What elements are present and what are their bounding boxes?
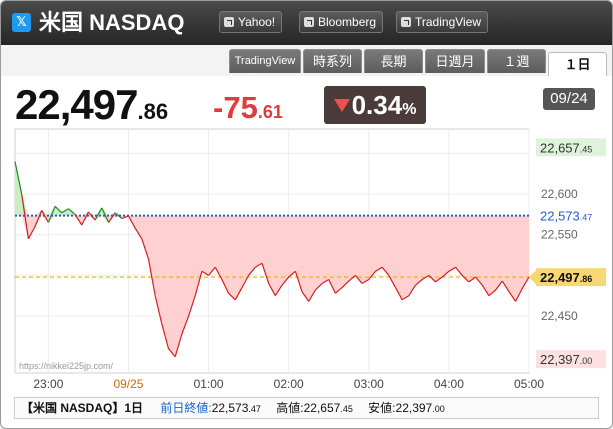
y-tick-label: 22,550	[541, 228, 578, 242]
percent-sign: %	[402, 101, 417, 118]
series-line-above	[14, 161, 123, 223]
date-badge: 09/24	[543, 88, 595, 110]
high-label: 高値:	[276, 401, 304, 415]
change-decimal: .61	[257, 102, 283, 122]
change-integer: -75	[213, 90, 258, 125]
title-bar: 𝕏 米国 NASDAQ Yahoo! Bloomberg TradingView	[1, 1, 612, 45]
high-decimal: .45	[340, 404, 353, 414]
external-link-icon	[304, 17, 314, 27]
price-change: -75.61	[213, 89, 283, 131]
prev-close-value: 22,573	[211, 401, 249, 415]
tradingview-link[interactable]: TradingView	[396, 11, 489, 33]
percent-value: 0.34	[351, 90, 403, 120]
low-label: 安値:	[368, 401, 396, 415]
watermark: https://nikkei225jp.com/	[19, 361, 114, 371]
price-decimal: .86	[137, 99, 169, 124]
prev-close-label: 前日終値:	[160, 401, 212, 415]
summary-symbol: 【米国 NASDAQ】1日	[21, 401, 144, 415]
bloomberg-link-label: Bloomberg	[318, 15, 377, 29]
prev-close-label-bg	[536, 206, 606, 225]
page-title: 米国 NASDAQ	[39, 10, 185, 35]
percent-change-badge: 0.34%	[324, 86, 426, 124]
x-tick-label: 03:00	[354, 377, 384, 391]
price-integer: 22,497	[15, 81, 138, 128]
y-axis-labels: 22,600 22,550 22,450	[541, 187, 578, 323]
reference-labels: 22,657.45 22,573.47 22,497.86 22,397.00	[529, 138, 606, 369]
high-value: 22,657	[303, 401, 341, 415]
prev-close-decimal: .47	[248, 404, 261, 414]
tab-one-week[interactable]: １週	[487, 49, 546, 73]
current-label: 22,497.86	[540, 270, 592, 285]
current-price-pointer	[529, 270, 536, 285]
low-label: 22,397.00	[540, 352, 592, 367]
tab-timeseries[interactable]: 時系列	[303, 49, 362, 73]
series-line-below	[21, 194, 530, 358]
external-link-icon	[401, 17, 411, 27]
high-label-bg	[536, 138, 606, 157]
tradingview-link-label: TradingView	[415, 15, 482, 29]
x-tick-label: 02:00	[274, 377, 304, 391]
summary-bar: 【米国 NASDAQ】1日 前日終値:22,573.47 高値:22,657.4…	[14, 397, 599, 419]
current-label-bg	[536, 268, 606, 287]
low-decimal: .00	[432, 404, 445, 414]
x-tick-label: 09/25	[113, 377, 143, 391]
x-tick-label: 01:00	[194, 377, 224, 391]
bloomberg-link[interactable]: Bloomberg	[299, 11, 384, 33]
external-link-icon	[224, 17, 234, 27]
tab-day-week-month[interactable]: 日週月	[425, 49, 485, 73]
area-below-prev-close	[15, 215, 529, 357]
low-label-bg	[536, 350, 606, 369]
yahoo-link[interactable]: Yahoo!	[219, 11, 283, 33]
low-value: 22,397	[395, 401, 433, 415]
prev-close-label: 22,573.47	[540, 209, 592, 224]
y-tick-label: 22,450	[541, 309, 578, 323]
tab-one-day[interactable]: １日	[548, 52, 607, 76]
x-axis-labels: 23:00 09/25 01:00 02:00 03:00 04:00 05:00	[33, 377, 544, 391]
x-tick-label: 23:00	[33, 377, 63, 391]
tab-long-term[interactable]: 長期	[364, 49, 423, 73]
y-tick-label: 22,600	[541, 187, 578, 201]
x-tick-label: 05:00	[514, 377, 544, 391]
x-logo-icon[interactable]: 𝕏	[12, 13, 31, 32]
yahoo-link-label: Yahoo!	[238, 15, 276, 29]
current-price: 22,497.86	[15, 81, 168, 136]
x-tick-label: 04:00	[434, 377, 464, 391]
high-label: 22,657.45	[540, 140, 592, 155]
down-triangle-icon	[333, 99, 350, 112]
tab-tradingview[interactable]: TradingView	[229, 49, 301, 73]
